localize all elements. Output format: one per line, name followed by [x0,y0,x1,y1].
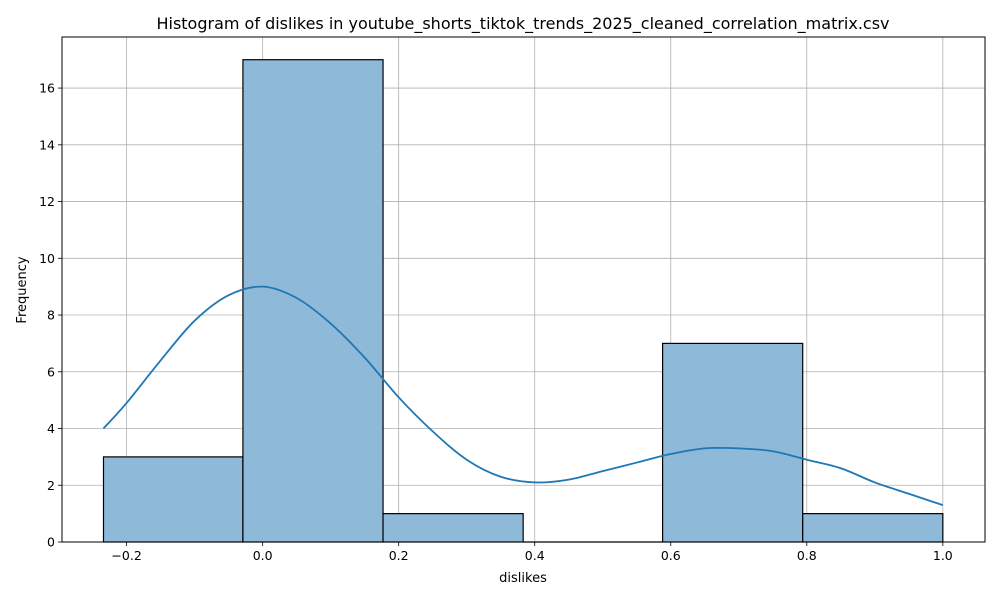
y-tick-label: 8 [47,308,55,323]
ticks-layer: −0.2 0.0 0.2 0.4 0.6 0.8 1.0 0 2 4 6 8 10 12 14 16 [39,81,953,563]
grid-layer [62,37,985,543]
y-tick-label: 14 [39,137,55,152]
y-tick-label: 4 [47,421,55,436]
x-tick-label: 0.8 [797,548,817,563]
histogram-bar [661,342,804,543]
histogram-bar [242,59,384,543]
x-tick-label: 1.0 [933,548,953,563]
y-tick-label: 2 [47,478,55,493]
y-axis-title: Frequency [15,256,30,323]
histogram-bar [802,513,944,543]
x-tick-label: −0.2 [111,548,141,563]
y-tick-label: 12 [39,194,55,209]
y-tick-label: 0 [47,535,55,550]
kde-curve [102,285,944,506]
histogram-bar [382,513,524,543]
x-axis-title: dislikes [499,571,547,586]
y-tick-label: 6 [47,364,55,379]
chart-title: Histogram of dislikes in youtube_shorts_… [156,14,889,34]
x-tick-label: 0.0 [253,548,273,563]
bars-layer [102,59,944,543]
y-tick-label: 10 [39,251,55,266]
kde-layer [102,285,944,506]
x-tick-label: 0.4 [525,548,545,563]
y-tick-label: 16 [39,81,55,96]
histogram-bar [102,456,244,543]
plot-frame [61,36,986,543]
x-tick-label: 0.2 [389,548,409,563]
x-tick-label: 0.6 [661,548,681,563]
